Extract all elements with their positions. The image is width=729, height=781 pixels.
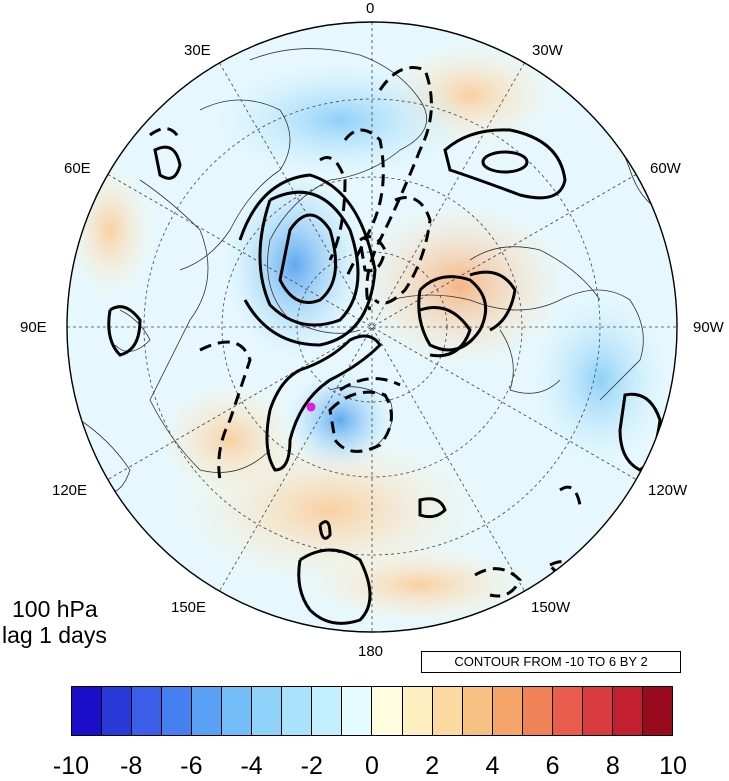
colorbar-tick-label: -4 (240, 752, 263, 780)
contours-positive (107, 128, 662, 625)
colorbar-cell (492, 687, 523, 735)
lon-label-90w: 90W (693, 319, 724, 336)
colorbar-cell (522, 687, 553, 735)
colorbar-tick-label: 6 (545, 752, 560, 780)
colorbar-tick-label: -10 (52, 752, 90, 780)
contour-info-box: CONTOUR FROM -10 TO 6 BY 2 (421, 651, 681, 673)
colorbar-cell (252, 687, 283, 735)
lon-label-150e: 150E (171, 599, 207, 616)
colorbar-cell (342, 687, 373, 735)
warm-anomaly-na (350, 200, 570, 370)
colorbar-tick-label: 4 (485, 752, 500, 780)
cool-anomaly-north (210, 60, 470, 180)
map-boundary (66, 21, 678, 633)
colorbar-cell (462, 687, 493, 735)
lon-label-30e: 30E (184, 42, 211, 59)
colorbar-cell (612, 687, 643, 735)
colorbar-cell (432, 687, 463, 735)
lon-label-60e: 60E (64, 160, 91, 177)
colorbar-cell (372, 687, 403, 735)
colorbar-cell (192, 687, 223, 735)
colorbar-tick-label: 2 (425, 752, 440, 780)
colorbar-cell (132, 687, 163, 735)
colorbar-cell (402, 687, 433, 735)
colorbar-tick-label: -6 (180, 752, 203, 780)
pressure-level-label: 100 hPa (12, 596, 98, 622)
cool-anomaly-siberia (225, 170, 365, 360)
contours-negative (149, 66, 582, 598)
colorbar-cell (552, 687, 583, 735)
colorbar-cell (222, 687, 253, 735)
colorbar-cell (642, 687, 672, 735)
colorbar-cell (582, 687, 613, 735)
lon-label-180: 180 (358, 643, 384, 660)
colorbar-cell (102, 687, 133, 735)
colorbar-cell (312, 687, 343, 735)
lon-label-30w: 30W (532, 42, 563, 59)
colorbar-tick-label: 10 (659, 752, 687, 780)
colorbar-cell (162, 687, 193, 735)
graticule (67, 22, 677, 632)
colorbar-tick-label: 0 (365, 752, 379, 780)
colorbar-cell (72, 687, 103, 735)
lon-label-90e: 90E (20, 319, 47, 336)
colorbar-tick-label: -8 (120, 752, 143, 780)
colorbar-cell (282, 687, 313, 735)
cool-anomaly-east (530, 290, 670, 470)
colorbar-tick-label: 8 (605, 752, 620, 780)
lon-label-120w: 120W (648, 482, 688, 499)
warm-anomaly-bottom (300, 545, 540, 625)
colorbar-tick-label: -2 (300, 752, 323, 780)
colorbar (71, 686, 673, 736)
lag-label: lag 1 days (2, 622, 107, 648)
lon-label-150w: 150W (531, 599, 571, 616)
warm-anomaly-asia (155, 380, 305, 500)
lon-label-0: 0 (366, 0, 375, 17)
cool-anomaly-pole (285, 370, 395, 470)
lon-label-60w: 60W (650, 160, 681, 177)
location-marker (306, 402, 316, 412)
lon-label-120e: 120E (52, 482, 88, 499)
shaded-field (67, 22, 677, 632)
